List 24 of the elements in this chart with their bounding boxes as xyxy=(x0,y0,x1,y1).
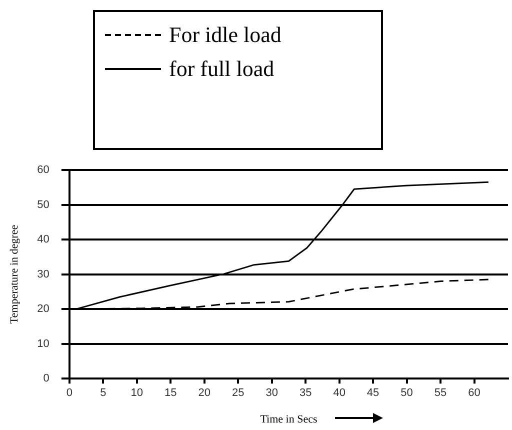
x-tick-label: 55 xyxy=(434,387,447,400)
y-axis-title: Temperature in degree xyxy=(8,224,20,324)
x-tick-label: 20 xyxy=(198,387,211,400)
y-tick-label: 60 xyxy=(37,164,50,176)
x-tick-label: 30 xyxy=(266,387,278,400)
legend-label: For idle load xyxy=(169,22,282,48)
x-tick-label: 40 xyxy=(333,387,346,400)
x-tick-label: 10 xyxy=(130,387,144,400)
legend-label: for full load xyxy=(169,56,274,82)
x-tick-label: 15 xyxy=(164,387,177,400)
x-tick-label: 25 xyxy=(232,387,244,400)
y-tick-label: 0 xyxy=(43,372,50,385)
y-tick-label: 40 xyxy=(37,234,50,246)
x-tick-label: 50 xyxy=(400,387,413,400)
x-axis-title: Time in Secs xyxy=(260,413,318,426)
x-tick-label: 35 xyxy=(299,387,312,400)
x-tick-label: 0 xyxy=(66,387,72,400)
y-tick-label: 30 xyxy=(37,268,50,280)
y-tick-label: 50 xyxy=(37,198,50,211)
y-tick-label: 20 xyxy=(37,303,50,316)
x-tick-label: 5 xyxy=(100,387,106,400)
y-tick-label: 10 xyxy=(37,338,50,350)
x-tick-label: 60 xyxy=(468,387,480,400)
x-tick-label: 45 xyxy=(366,387,380,400)
